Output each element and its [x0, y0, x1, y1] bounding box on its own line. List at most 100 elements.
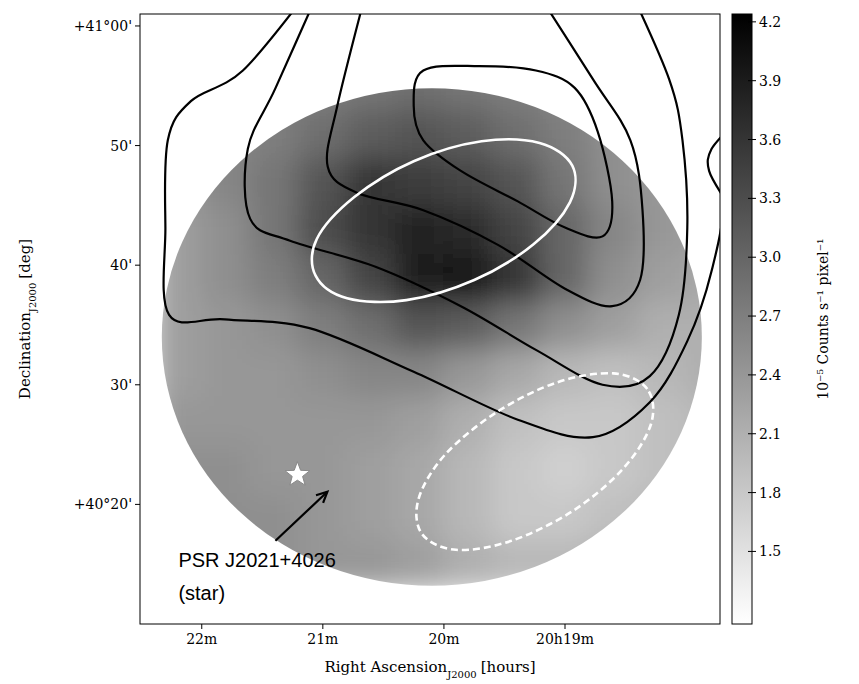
- image-cell: [686, 205, 720, 254]
- image-cell: [153, 205, 202, 254]
- axis-title-unit: [hours]: [481, 658, 536, 676]
- y-tick: [135, 265, 140, 266]
- image-cell: [492, 396, 541, 445]
- image-cell: [153, 348, 202, 397]
- image-cell: [347, 61, 396, 110]
- image-cell: [298, 253, 347, 302]
- contour: [164, 14, 720, 438]
- axis-title-unit: [deg]: [16, 239, 34, 279]
- image-cell: [395, 540, 444, 589]
- image-cell: [250, 253, 299, 302]
- image-cell: [443, 444, 492, 493]
- colorbar-tick: [748, 80, 756, 81]
- y-tick-label: 40': [110, 257, 132, 273]
- annotation-arrowhead: [316, 492, 327, 503]
- image-cell: [395, 348, 444, 397]
- colorbar-tick-label: 3.6: [759, 132, 781, 148]
- x-tick: [443, 624, 444, 629]
- source-star: [285, 462, 310, 486]
- image-cell: [395, 301, 444, 350]
- image-cell: [298, 396, 347, 445]
- image-cell: [540, 301, 589, 350]
- image-cell: [298, 492, 347, 541]
- image-cell: [686, 492, 720, 541]
- image-cell: [298, 348, 347, 397]
- axis-title-main: Right Ascension: [324, 658, 447, 676]
- image-cell: [395, 444, 444, 493]
- image-cell: [637, 444, 686, 493]
- x-tick-label: 20h19m: [536, 631, 594, 647]
- annotation-text: (star): [178, 582, 225, 604]
- image-cell: [153, 253, 202, 302]
- image-cell: [637, 492, 686, 541]
- image-cell: [540, 157, 589, 206]
- plot-area: [153, 14, 720, 589]
- image-cell: [443, 253, 492, 302]
- image-cell: [250, 61, 299, 110]
- image-cell: [686, 444, 720, 493]
- colorbar-tick: [748, 551, 756, 552]
- colorbar-tick-label: 2.7: [759, 308, 781, 324]
- image-cell: [492, 348, 541, 397]
- image-cell: [201, 301, 250, 350]
- image-cell: [540, 540, 589, 589]
- colorbar-tick: [748, 492, 756, 493]
- image-cell: [153, 157, 202, 206]
- chart-container: PSR J2021+4026(star)22m21m20m20h19m+40°2…: [0, 0, 859, 684]
- image-cell: [250, 109, 299, 158]
- image-cell: [686, 109, 720, 158]
- image-cell: [395, 396, 444, 445]
- image-cell: [347, 109, 396, 158]
- colorbar-tick-label: 1.8: [759, 485, 781, 501]
- image-cell: [395, 492, 444, 541]
- image-cell: [540, 444, 589, 493]
- colorbar-tick-label: 2.1: [759, 426, 781, 442]
- image-cell: [443, 492, 492, 541]
- image-cells: [153, 61, 720, 588]
- image-cell: [347, 444, 396, 493]
- image-cell: [540, 109, 589, 158]
- colorbar-tick: [748, 139, 756, 140]
- y-tick-label: 30': [110, 377, 132, 393]
- image-cell: [250, 396, 299, 445]
- image-cell: [637, 61, 686, 110]
- image-cell: [298, 61, 347, 110]
- colorbar-tick-label: 1.5: [759, 543, 781, 559]
- y-tick: [135, 504, 140, 505]
- y-tick: [135, 25, 140, 26]
- image-cell: [492, 540, 541, 589]
- x-tick-label: 20m: [428, 631, 459, 647]
- contour: [327, 14, 644, 306]
- image-cell: [201, 348, 250, 397]
- image-cell: [589, 253, 638, 302]
- y-tick-label: +40°20': [74, 496, 132, 512]
- image-cell: [298, 301, 347, 350]
- image-cell: [443, 109, 492, 158]
- image-cell: [589, 157, 638, 206]
- colorbar-tick-label: 3.9: [759, 73, 781, 89]
- image-cell: [201, 157, 250, 206]
- image-cell: [347, 540, 396, 589]
- image-cell: [589, 205, 638, 254]
- image-cell: [540, 61, 589, 110]
- colorbar-tick: [748, 21, 756, 22]
- annotation-arrow: [275, 492, 327, 541]
- colorbar-tick-label: 2.4: [759, 367, 781, 383]
- contour: [414, 66, 613, 238]
- image-cell: [347, 205, 396, 254]
- plot-frame: [140, 14, 720, 624]
- x-tick-label: 22m: [186, 631, 217, 647]
- image-cell: [589, 109, 638, 158]
- image-cell: [395, 157, 444, 206]
- image-cell: [637, 540, 686, 589]
- background: [0, 0, 859, 684]
- image-cell: [250, 492, 299, 541]
- image-cell: [492, 157, 541, 206]
- x-tick-label: 21m: [307, 631, 338, 647]
- image-cell: [492, 444, 541, 493]
- region-ellipse: [312, 139, 576, 302]
- colorbar-tick-label: 3.0: [759, 249, 781, 265]
- image-cell: [492, 301, 541, 350]
- image-cell: [201, 253, 250, 302]
- axis-title-sub: J2000: [446, 669, 476, 680]
